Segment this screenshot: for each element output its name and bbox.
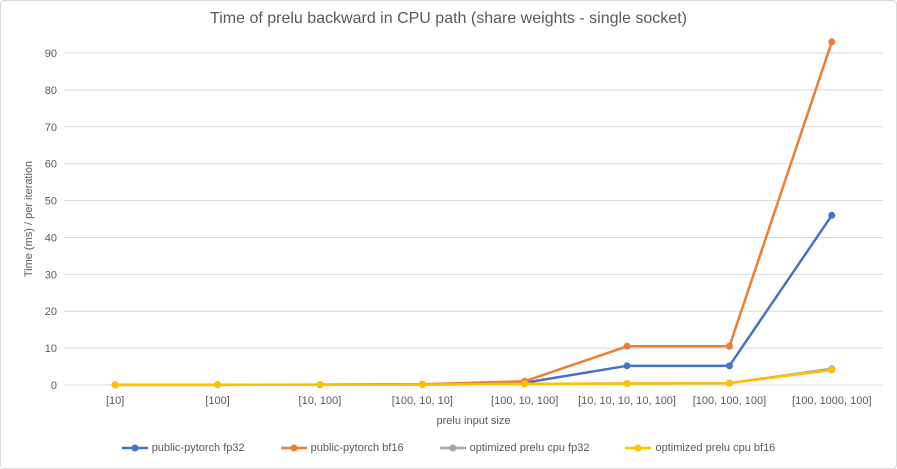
data-point-marker [725, 379, 733, 387]
legend-label: optimized prelu cpu fp32 [469, 442, 590, 454]
chart-legend: public-pytorch fp32 public-pytorch bf16 op… [1, 442, 896, 454]
x-category-label: [10, 100] [299, 395, 342, 407]
data-point-marker [214, 381, 222, 389]
y-tick-label: 90 [45, 48, 57, 60]
data-point-marker [316, 381, 324, 389]
data-point-marker [828, 38, 836, 46]
y-tick-label: 40 [45, 232, 57, 244]
legend-marker-icon [121, 444, 148, 452]
x-category-label: [10, 10, 10, 10, 100] [578, 395, 676, 407]
x-category-label: [100, 100, 100] [693, 395, 766, 407]
y-tick-label: 60 [45, 159, 57, 171]
x-category-label: [100] [205, 395, 229, 407]
x-category-label: [100, 1000, 100] [792, 395, 872, 407]
legend-label: public-pytorch bf16 [310, 442, 404, 454]
legend-label: optimized prelu cpu bf16 [655, 442, 776, 454]
data-point-marker [725, 362, 733, 370]
y-tick-label: 70 [45, 122, 57, 134]
data-point-marker [623, 342, 631, 350]
y-tick-label: 10 [45, 343, 57, 355]
legend-marker-icon [280, 444, 307, 452]
x-category-label: [100, 10, 10] [392, 395, 453, 407]
y-tick-label: 20 [45, 306, 57, 318]
legend-marker-icon [625, 444, 652, 452]
data-point-marker [111, 381, 119, 389]
x-category-label: [10] [106, 395, 124, 407]
y-tick-label: 30 [45, 269, 57, 281]
x-axis-title: prelu input size [436, 415, 511, 427]
data-point-marker [521, 380, 529, 388]
legend-item: public-pytorch bf16 [280, 442, 404, 454]
series-line [113, 214, 834, 387]
data-point-marker [623, 362, 631, 370]
series-line [113, 368, 834, 387]
y-axis-title: Time (ms) / per iteration [23, 160, 35, 278]
data-point-marker [828, 366, 836, 374]
x-category-label: [100, 10, 100] [491, 395, 558, 407]
data-point-marker [828, 211, 836, 219]
legend-item: public-pytorch fp32 [121, 442, 245, 454]
legend-label: public-pytorch fp32 [151, 442, 245, 454]
y-tick-label: 50 [45, 196, 57, 208]
data-point-marker [623, 380, 631, 388]
y-tick-label: 80 [45, 85, 57, 97]
legend-item: optimized prelu cpu bf16 [625, 442, 775, 454]
chart-title: Time of prelu backward in CPU path (shar… [210, 10, 687, 27]
y-tick-label: 0 [51, 380, 57, 392]
data-point-marker [418, 381, 426, 389]
legend-item: optimized prelu cpu fp32 [439, 442, 590, 454]
legend-marker-icon [439, 444, 466, 452]
series-line [113, 40, 834, 387]
data-point-marker [725, 342, 733, 350]
